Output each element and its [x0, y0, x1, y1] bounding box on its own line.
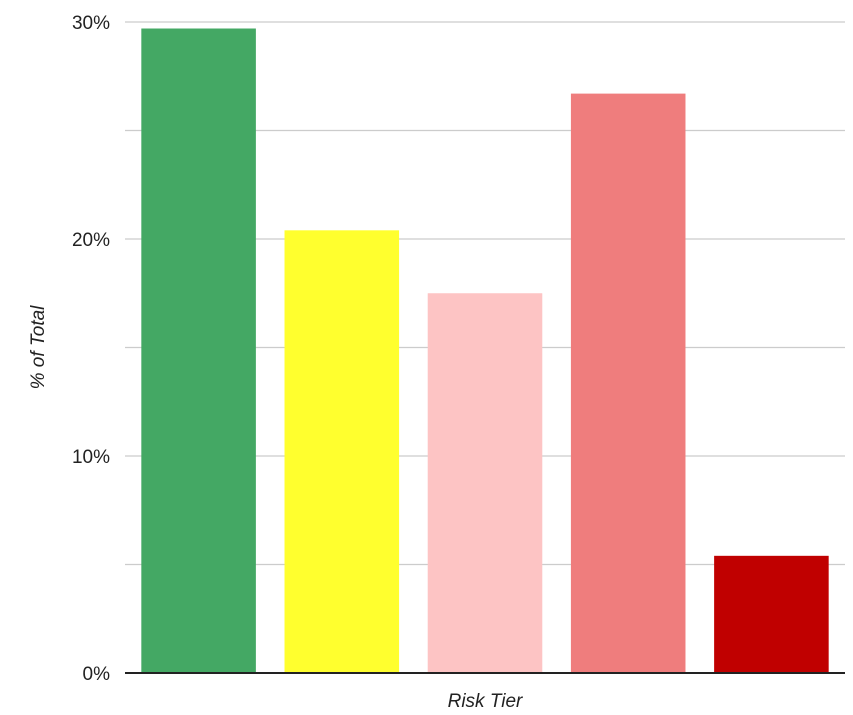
bars — [141, 28, 829, 674]
bar — [141, 28, 256, 673]
y-axis-title: % of Total — [28, 305, 49, 390]
y-tick-label: 30% — [72, 13, 110, 34]
y-axis-tick-labels: 0% 10% 20% 30% — [72, 13, 110, 685]
y-tick-label: 10% — [72, 447, 110, 468]
x-axis-title: Risk Tier — [448, 691, 523, 712]
y-tick-label: 0% — [83, 664, 111, 685]
y-tick-label: 20% — [72, 230, 110, 251]
bar — [714, 555, 829, 673]
bar — [284, 230, 400, 673]
bar — [427, 293, 543, 673]
bar — [570, 93, 686, 674]
